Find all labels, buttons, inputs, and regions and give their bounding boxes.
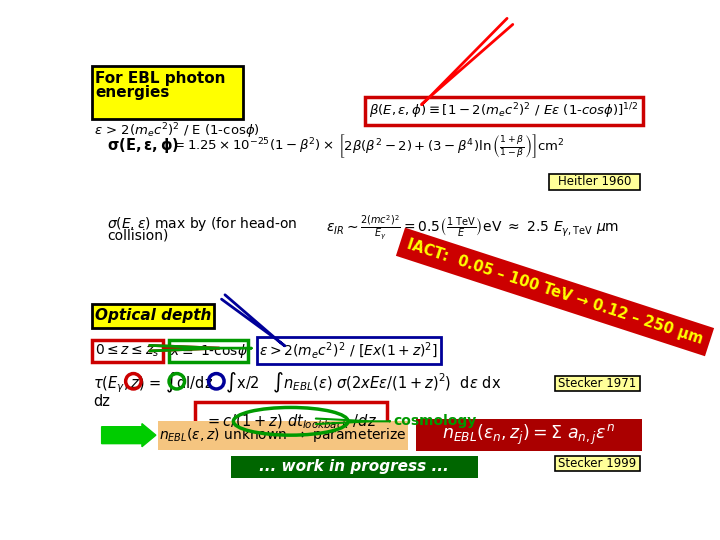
FancyBboxPatch shape bbox=[231, 456, 477, 477]
Text: Optical depth: Optical depth bbox=[94, 308, 211, 323]
Text: Stecker 1971: Stecker 1971 bbox=[559, 377, 636, 390]
FancyBboxPatch shape bbox=[91, 303, 214, 328]
FancyBboxPatch shape bbox=[555, 456, 640, 471]
Text: $x\equiv$ 1-cos$\phi$: $x\equiv$ 1-cos$\phi$ bbox=[170, 342, 248, 360]
FancyBboxPatch shape bbox=[158, 421, 408, 450]
Text: dz: dz bbox=[93, 394, 110, 409]
FancyBboxPatch shape bbox=[365, 97, 642, 125]
Text: ... work in progress ...: ... work in progress ... bbox=[259, 459, 449, 474]
Text: $\mathbf{\sigma(E,\varepsilon,\phi)}$: $\mathbf{\sigma(E,\varepsilon,\phi)}$ bbox=[107, 137, 179, 156]
Text: cosmology: cosmology bbox=[394, 414, 477, 428]
FancyBboxPatch shape bbox=[194, 402, 387, 441]
Text: energies: energies bbox=[96, 85, 170, 100]
Text: $n_{EBL}(\varepsilon_n,z_j) = \Sigma\ a_{n,j}\varepsilon^n$: $n_{EBL}(\varepsilon_n,z_j) = \Sigma\ a_… bbox=[442, 423, 615, 447]
Text: $\sigma(E,\varepsilon)$ max by (for head-on: $\sigma(E,\varepsilon)$ max by (for head… bbox=[107, 215, 297, 233]
Text: $0\leq z\leq z_s$: $0\leq z\leq z_s$ bbox=[95, 343, 159, 360]
FancyArrow shape bbox=[102, 423, 156, 447]
Text: IACT:  0.05 – 100 TeV → 0.12 – 250 μm: IACT: 0.05 – 100 TeV → 0.12 – 250 μm bbox=[405, 237, 705, 347]
FancyBboxPatch shape bbox=[91, 340, 163, 362]
Text: $\varepsilon_{IR}\sim\frac{2(mc^2)^2}{E_\gamma}=0.5\left(\frac{1\ \mathrm{TeV}}{: $\varepsilon_{IR}\sim\frac{2(mc^2)^2}{E_… bbox=[326, 213, 620, 241]
Text: For EBL photon: For EBL photon bbox=[96, 71, 226, 86]
Text: $= c/(1+z)\ dt_{lookback}\ /dz$: $= c/(1+z)\ dt_{lookback}\ /dz$ bbox=[204, 412, 377, 430]
FancyBboxPatch shape bbox=[415, 419, 642, 451]
Text: $\left[2\beta(\beta^2-2)+(3-\beta^4)\ln\left(\frac{1+\beta}{1-\beta}\right)\righ: $\left[2\beta(\beta^2-2)+(3-\beta^4)\ln\… bbox=[338, 132, 564, 160]
Text: $\tau(E_\gamma,z)$ = $\int$dl/dz   $\int$x/2   $\int n_{EBL}(\varepsilon)\ \sigm: $\tau(E_\gamma,z)$ = $\int$dl/dz $\int$x… bbox=[93, 370, 501, 395]
FancyBboxPatch shape bbox=[91, 66, 243, 119]
Text: $= 1.25\times10^{-25}(1-\beta^2)\times$: $= 1.25\times10^{-25}(1-\beta^2)\times$ bbox=[171, 137, 334, 156]
FancyBboxPatch shape bbox=[555, 376, 640, 392]
Text: Heitler 1960: Heitler 1960 bbox=[558, 176, 631, 188]
Text: $\beta(E,\varepsilon,\phi)\equiv[1-2(m_ec^2)^2\ /\ E\varepsilon\ (1\text{-}cos\p: $\beta(E,\varepsilon,\phi)\equiv[1-2(m_e… bbox=[369, 101, 639, 121]
Text: $\varepsilon > 2(m_ec^2)^2\ /\ [Ex(1+z)^2]$: $\varepsilon > 2(m_ec^2)^2\ /\ [Ex(1+z)^… bbox=[259, 340, 438, 361]
FancyBboxPatch shape bbox=[549, 174, 640, 190]
Text: $n_{EBL}(\varepsilon,z)$ unknown $\rightarrow$ parameterize: $n_{EBL}(\varepsilon,z)$ unknown $\right… bbox=[159, 426, 407, 444]
FancyBboxPatch shape bbox=[256, 338, 441, 363]
Text: collision): collision) bbox=[107, 229, 168, 243]
Text: Stecker 1999: Stecker 1999 bbox=[559, 457, 636, 470]
Text: $\varepsilon$ > 2$(m_ec^2)^2$ / E (1-cos$\phi$): $\varepsilon$ > 2$(m_ec^2)^2$ / E (1-cos… bbox=[94, 121, 260, 140]
FancyBboxPatch shape bbox=[169, 340, 248, 362]
